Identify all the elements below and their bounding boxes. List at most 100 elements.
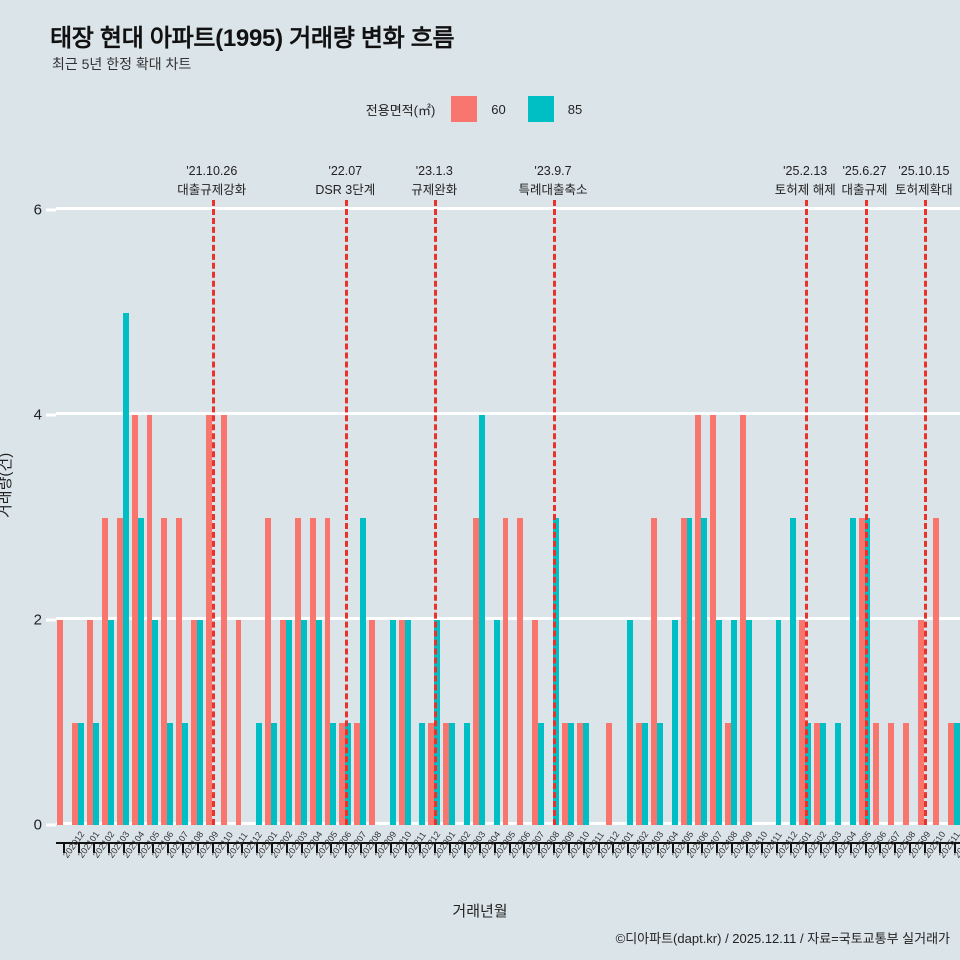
bar <box>443 722 450 825</box>
bar <box>389 620 396 825</box>
bar <box>834 722 841 825</box>
page-title: 태장 현대 아파트(1995) 거래량 변화 흐름 <box>50 25 455 52</box>
y-tick-label: 4 <box>33 406 42 424</box>
legend-label-60: 60 <box>491 101 506 117</box>
x-tick-mark <box>656 844 659 853</box>
bar <box>820 722 826 825</box>
event-label: '25.2.13 토허제 해제 <box>775 162 836 201</box>
x-tick-mark <box>345 844 348 853</box>
bar <box>532 620 539 825</box>
event-name: 대출규제강화 <box>177 183 247 198</box>
bar <box>680 517 687 825</box>
bar <box>849 517 856 825</box>
x-tick-mark <box>360 844 363 853</box>
bar <box>265 517 272 825</box>
event-date: '22.07 <box>328 164 363 178</box>
x-tick-mark <box>330 844 333 853</box>
bar <box>725 722 732 825</box>
x-tick-mark <box>152 844 155 853</box>
bar <box>731 620 737 825</box>
bar <box>739 415 746 825</box>
bar <box>196 620 203 825</box>
legend-swatch-85 <box>527 96 554 122</box>
gridline <box>56 412 960 415</box>
x-tick-mark <box>271 844 274 853</box>
bar <box>72 722 79 825</box>
bar <box>701 517 708 825</box>
event-label: '23.9.7 특례대출축소 <box>518 162 587 201</box>
y-axis: 0 2 4 6 <box>0 202 56 834</box>
x-tick-mark <box>627 844 630 853</box>
event-name: 대출규제 <box>841 183 888 198</box>
x-tick-mark <box>760 844 763 853</box>
x-tick-mark <box>597 844 600 853</box>
x-axis-labels: 202012 202101 202102 202103 202104 202105 2021… <box>56 829 960 900</box>
bar <box>775 620 782 825</box>
event-label: '21.10.26 대출규제강화 <box>177 162 246 201</box>
event-date: '25.10.15 <box>898 164 950 178</box>
x-tick-mark <box>701 844 704 853</box>
x-tick-mark <box>285 844 288 853</box>
x-tick-mark <box>463 844 466 853</box>
y-tick-label: 0 <box>33 816 42 834</box>
event-date: '23.1.3 <box>415 164 453 178</box>
x-tick-mark <box>879 844 882 853</box>
y-tick-label: 2 <box>33 611 42 629</box>
x-tick-mark <box>582 844 585 853</box>
x-tick-mark <box>553 844 555 853</box>
event-label: '22.07 DSR 3단계 <box>315 162 375 201</box>
bar <box>101 517 108 825</box>
bar <box>369 620 375 825</box>
x-axis-ticks <box>56 844 960 854</box>
x-tick-mark <box>686 844 689 853</box>
x-tick-mark <box>241 844 244 853</box>
bar <box>191 620 197 825</box>
bar <box>360 517 367 825</box>
bar <box>449 722 456 825</box>
event-label: '25.10.15 토허제확대 <box>895 162 953 201</box>
bar <box>161 517 168 825</box>
bar <box>858 517 865 825</box>
bar <box>656 722 663 825</box>
event-name: DSR 3단계 <box>315 183 376 198</box>
bar <box>538 722 545 825</box>
bar <box>582 722 589 825</box>
x-tick-mark <box>834 844 837 853</box>
bar <box>799 620 806 825</box>
bar <box>57 620 64 825</box>
x-tick-mark <box>775 844 778 853</box>
bar <box>478 415 485 825</box>
x-tick-mark <box>419 844 422 853</box>
x-tick-mark <box>642 844 645 853</box>
event-line <box>553 200 556 825</box>
gridline <box>56 207 960 210</box>
bar <box>567 722 574 825</box>
bar <box>152 620 159 825</box>
bar <box>686 517 693 825</box>
x-tick-mark <box>93 844 96 853</box>
event-date: '23.9.7 <box>534 164 572 178</box>
bar <box>107 620 114 825</box>
bar <box>502 517 509 825</box>
legend-title: 전용면적(㎡) <box>365 102 436 118</box>
bar <box>695 415 702 825</box>
event-date: '25.2.13 <box>783 164 828 178</box>
x-tick-mark <box>731 844 734 853</box>
x-tick-mark <box>849 844 852 853</box>
bar <box>122 312 129 825</box>
bar <box>146 415 153 825</box>
y-tick-mark <box>46 823 56 827</box>
event-line <box>211 200 215 825</box>
bar <box>650 517 657 825</box>
x-tick-mark <box>182 844 185 853</box>
bar <box>517 517 524 825</box>
bar <box>315 620 322 825</box>
x-tick-mark <box>315 844 318 853</box>
x-tick-mark <box>256 844 259 853</box>
x-tick-mark <box>389 844 392 853</box>
x-tick-mark <box>745 844 748 853</box>
x-tick-mark <box>493 844 496 853</box>
bar <box>716 620 723 825</box>
bar <box>309 517 316 825</box>
legend-label-85: 85 <box>567 101 583 117</box>
